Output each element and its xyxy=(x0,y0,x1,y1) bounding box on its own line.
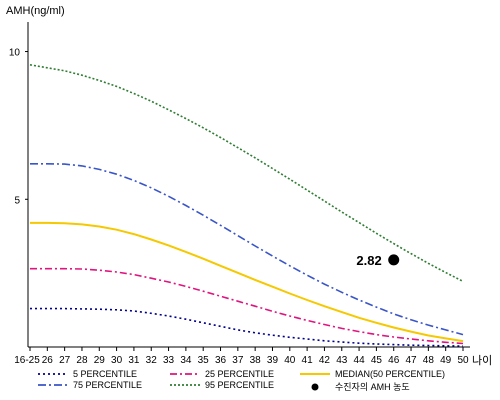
x-tick-label: 37 xyxy=(232,355,244,366)
legend-item: 95 PERCENTILE xyxy=(170,380,274,390)
legend-item: MEDIAN(50 PERCENTILE) xyxy=(300,369,445,379)
x-axis-ticks: 16-25 26 27 28 29 30 31 32 33 34 35 36 37 38 39 40 41 42 4… xyxy=(14,347,469,366)
x-axis-title: 나이 xyxy=(472,354,492,367)
x-tick-label: 43 xyxy=(336,355,348,366)
x-tick-label: 47 xyxy=(405,355,417,366)
y-axis-ticks: 5 10 xyxy=(9,48,28,206)
legend-label: 5 PERCENTILE xyxy=(73,369,137,379)
x-tick-label: 46 xyxy=(388,355,400,366)
legend-item: 5 PERCENTILE xyxy=(38,369,137,379)
x-tick-label: 40 xyxy=(284,355,296,366)
series-line-75-percentile xyxy=(30,163,464,336)
x-tick-label: 44 xyxy=(354,355,366,366)
x-tick-label: 34 xyxy=(180,355,192,366)
legend-label: 95 PERCENTILE xyxy=(205,380,274,390)
patient-amh-point xyxy=(388,254,400,266)
patient-amh-value-label: 2.82 xyxy=(356,253,381,268)
x-tick-label: 50 xyxy=(457,355,469,366)
patient-point-layer: 2.82 xyxy=(356,253,400,268)
series-lines xyxy=(29,64,464,347)
x-tick-label: 28 xyxy=(76,355,88,366)
x-tick-label: 33 xyxy=(163,355,175,366)
x-tick-label: 29 xyxy=(94,355,106,366)
legend-swatch-point xyxy=(311,383,319,391)
x-tick-label: 31 xyxy=(128,355,140,366)
x-tick-label: 38 xyxy=(250,355,262,366)
series-line-median-50-percentile xyxy=(30,221,464,343)
x-tick-label: 49 xyxy=(440,355,452,366)
x-tick-label: 32 xyxy=(146,355,158,366)
y-tick-label: 5 xyxy=(14,195,20,206)
series-line-95-percentile xyxy=(29,64,464,283)
x-tick-label: 42 xyxy=(319,355,331,366)
legend-item: 75 PERCENTILE xyxy=(38,380,142,390)
x-tick-label: 27 xyxy=(59,355,71,366)
y-tick-label: 10 xyxy=(9,48,21,59)
series-line-5-percentile xyxy=(30,307,464,347)
x-tick-label: 16-25 xyxy=(14,355,40,366)
legend-label: MEDIAN(50 PERCENTILE) xyxy=(335,369,445,379)
legend-label: 75 PERCENTILE xyxy=(73,380,142,390)
x-tick-label: 30 xyxy=(111,355,123,366)
x-tick-label: 48 xyxy=(423,355,435,366)
legend-item: 수진자의 AMH 농도 xyxy=(311,382,410,392)
legend-label: 수진자의 AMH 농도 xyxy=(335,382,410,392)
series-line-25-percentile xyxy=(30,267,464,345)
x-tick-label: 35 xyxy=(198,355,210,366)
x-tick-label: 41 xyxy=(302,355,314,366)
legend-item: 25 PERCENTILE xyxy=(170,369,274,379)
legend: 5 PERCENTILE 25 PERCENTILE MEDIAN(50 PERCE… xyxy=(38,369,445,392)
x-tick-label: 39 xyxy=(267,355,279,366)
x-tick-label: 45 xyxy=(371,355,383,366)
x-tick-label: 36 xyxy=(215,355,227,366)
legend-label: 25 PERCENTILE xyxy=(205,369,274,379)
x-tick-label: 26 xyxy=(42,355,54,366)
y-axis-title: AMH(ng/ml) xyxy=(6,5,65,17)
